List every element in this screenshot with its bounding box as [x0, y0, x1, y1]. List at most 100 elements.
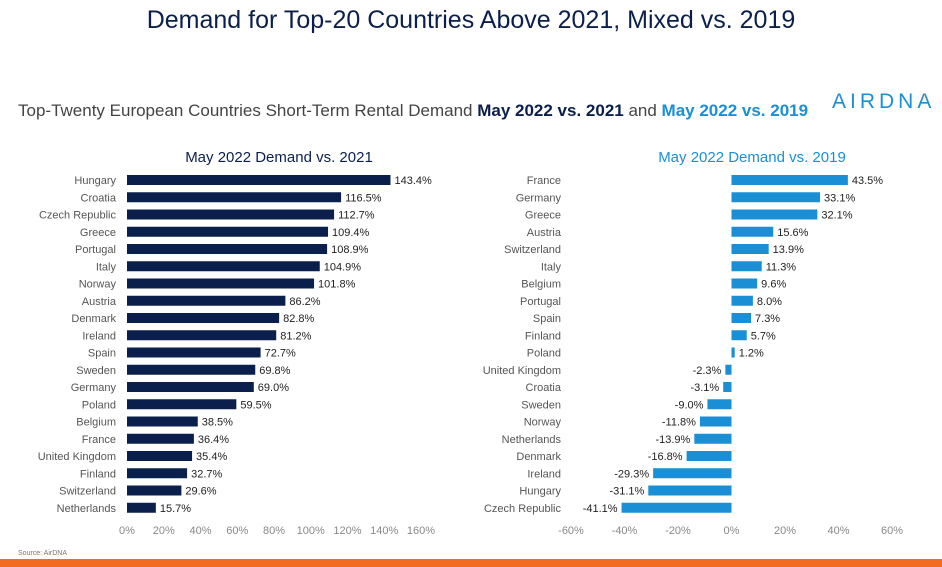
- right-category-label: France: [527, 175, 561, 187]
- left-bar: [127, 485, 182, 496]
- left-bar: [127, 433, 194, 444]
- source-note: Source: AirDNA: [18, 550, 68, 557]
- right-x-tick-label: 20%: [774, 525, 796, 537]
- left-category-label: Austria: [82, 296, 117, 308]
- left-category-label: Greece: [80, 227, 116, 239]
- right-value-label: -13.9%: [655, 434, 690, 446]
- right-value-label: -41.1%: [583, 503, 618, 515]
- left-category-label: Italy: [96, 261, 117, 273]
- right-x-tick-label: 40%: [827, 525, 849, 537]
- right-value-label: 1.2%: [739, 348, 764, 360]
- left-value-label: 32.7%: [191, 468, 222, 480]
- left-category-label: Croatia: [81, 192, 117, 204]
- left-category-label: France: [82, 434, 116, 446]
- left-bar: [127, 295, 286, 306]
- right-bar: [686, 451, 732, 461]
- right-bar: [723, 382, 732, 392]
- left-bar: [127, 278, 315, 289]
- right-bar: [731, 347, 735, 358]
- left-category-label: Sweden: [76, 365, 116, 377]
- left-category-label: Denmark: [71, 313, 116, 325]
- right-x-tick-label: 0%: [724, 525, 740, 537]
- right-value-label: -29.3%: [614, 468, 649, 480]
- right-category-label: Denmark: [516, 451, 561, 463]
- right-category-label: Portugal: [520, 296, 561, 308]
- left-x-tick-label: 20%: [153, 525, 175, 537]
- left-bar: [127, 330, 277, 341]
- right-category-label: Poland: [527, 348, 561, 360]
- left-value-label: 59.5%: [240, 399, 271, 411]
- left-value-label: 104.9%: [324, 261, 362, 273]
- left-category-label: Ireland: [82, 330, 116, 342]
- right-bar: [731, 244, 769, 254]
- right-value-label: -9.0%: [675, 399, 704, 411]
- left-x-tick-label: 40%: [189, 525, 211, 537]
- right-category-label: Italy: [541, 261, 562, 273]
- left-category-label: Spain: [88, 348, 116, 360]
- left-bar: [127, 364, 256, 375]
- airdna-logo: AIRDNA: [832, 90, 936, 113]
- right-bar: [731, 261, 762, 272]
- left-bar: [127, 399, 237, 410]
- left-x-tick-label: 160%: [407, 525, 435, 537]
- subtitle-highlight-2019: May 2022 vs. 2019: [661, 101, 809, 120]
- left-bar: [127, 244, 328, 254]
- left-value-label: 109.4%: [332, 227, 370, 239]
- right-bar: [653, 468, 732, 479]
- right-bar: [731, 175, 848, 185]
- left-value-label: 38.5%: [202, 417, 233, 429]
- left-category-label: Portugal: [75, 244, 116, 256]
- right-category-label: Finland: [525, 330, 561, 342]
- right-category-label: Belgium: [521, 279, 561, 291]
- left-bar: [127, 175, 391, 185]
- right-category-label: Spain: [533, 313, 561, 325]
- right-value-label: -16.8%: [648, 451, 683, 463]
- left-category-label: Belgium: [76, 417, 116, 429]
- main-title: Demand for Top-20 Countries Above 2021, …: [146, 6, 796, 34]
- left-value-label: 82.8%: [283, 313, 314, 325]
- bottom-accent-bar: [0, 559, 942, 567]
- right-value-label: 11.3%: [766, 261, 797, 273]
- right-value-label: 9.6%: [761, 279, 786, 291]
- right-x-tick-label: -60%: [558, 525, 584, 537]
- left-bar: [127, 261, 320, 272]
- left-value-label: 29.6%: [185, 486, 216, 498]
- right-category-label: Croatia: [526, 382, 562, 394]
- right-x-tick-label: -20%: [665, 525, 691, 537]
- right-bar: [707, 399, 732, 410]
- left-category-label: Finland: [80, 468, 116, 480]
- left-category-label: Norway: [79, 279, 117, 291]
- left-value-label: 81.2%: [280, 330, 311, 342]
- left-x-tick-label: 120%: [333, 525, 361, 537]
- right-category-label: Netherlands: [502, 434, 562, 446]
- subtitle-prefix: Top-Twenty European Countries Short-Term…: [18, 101, 478, 120]
- left-bar: [127, 347, 261, 358]
- right-bar: [648, 485, 732, 496]
- left-x-tick-label: 100%: [297, 525, 325, 537]
- right-category-label: Czech Republic: [484, 503, 562, 515]
- left-category-label: Czech Republic: [39, 210, 117, 222]
- right-value-label: 32.1%: [821, 210, 852, 222]
- right-value-label: -11.8%: [662, 417, 696, 429]
- right-value-label: 7.3%: [755, 313, 780, 325]
- left-value-label: 101.8%: [318, 279, 356, 291]
- left-category-label: Netherlands: [57, 503, 117, 515]
- right-bar: [694, 433, 732, 444]
- left-x-tick-label: 140%: [370, 525, 398, 537]
- right-bar: [621, 502, 732, 513]
- left-category-label: United Kingdom: [38, 451, 116, 463]
- right-value-label: -2.3%: [693, 365, 722, 377]
- right-value-label: -31.1%: [609, 486, 644, 498]
- left-bar: [127, 416, 198, 427]
- right-bar: [731, 278, 758, 289]
- left-bar: [127, 468, 188, 479]
- left-bar: [127, 382, 254, 392]
- right-bar: [731, 192, 821, 203]
- right-category-label: Germany: [516, 192, 562, 204]
- left-bar: [127, 226, 329, 237]
- right-value-label: 33.1%: [824, 192, 855, 204]
- right-bar: [725, 364, 732, 375]
- right-bar: [699, 416, 732, 427]
- right-x-tick-label: -40%: [612, 525, 638, 537]
